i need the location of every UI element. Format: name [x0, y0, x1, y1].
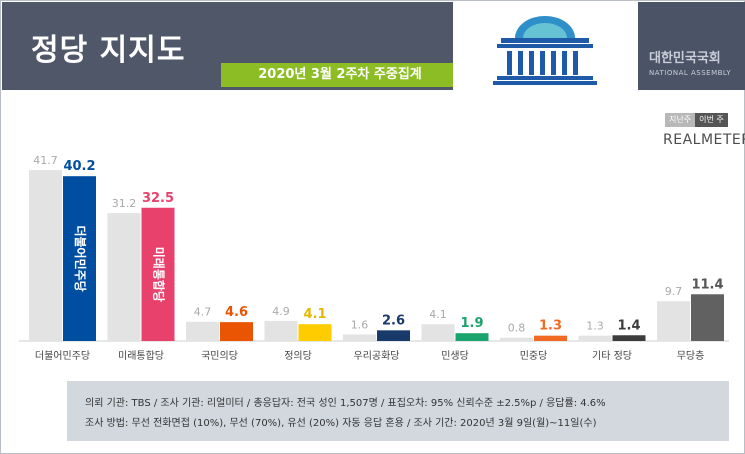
value-label-previous-week: 4.9: [272, 305, 290, 318]
value-label-previous-week: 41.7: [33, 154, 58, 167]
assembly-name-english: NATIONAL ASSEMBLY: [649, 69, 732, 77]
value-label-previous-week: 1.3: [586, 320, 604, 333]
category-label: 미래통합당: [118, 350, 164, 362]
value-label-current-week: 4.6: [225, 305, 248, 320]
category-label: 정의당: [284, 350, 312, 362]
bar-previous-week: [264, 320, 298, 341]
category-label: 민중당: [520, 350, 548, 362]
bar-current-week: [63, 176, 96, 341]
bar-previous-week: [421, 324, 455, 341]
chart-title: 정당 지지도: [31, 33, 186, 68]
bar-current-week: [141, 207, 175, 341]
legend-current-week: 이번 주: [695, 113, 728, 127]
value-label-current-week: 2.6: [382, 313, 405, 328]
bar-previous-week: [343, 334, 376, 341]
bar-previous-week: [657, 301, 690, 341]
category-label: 우리공화당: [354, 350, 400, 362]
bar-current-week: [455, 333, 489, 341]
value-label-current-week: 1.3: [539, 319, 562, 334]
value-label-current-week: 32.5: [142, 191, 174, 206]
survey-info-line-2: 조사 방법: 무선 전화면접 (10%), 무선 (70%), 유선 (20%)…: [85, 418, 597, 429]
assembly-name-korean: 대한민국국회: [649, 51, 721, 66]
value-label-current-week: 1.9: [460, 316, 483, 331]
bar-previous-week: [578, 335, 612, 341]
value-label-current-week: 4.1: [303, 307, 326, 322]
value-label-current-week: 1.4: [617, 318, 640, 333]
value-label-current-week: 11.4: [691, 277, 723, 292]
category-label: 기타 정당: [592, 350, 632, 362]
bar-current-week: [691, 294, 724, 341]
category-label: 국민의당: [201, 350, 238, 362]
value-label-previous-week: 31.2: [112, 197, 137, 210]
assembly-building-icon: [493, 16, 597, 85]
value-label-previous-week: 4.7: [194, 306, 212, 319]
value-label-previous-week: 1.6: [351, 318, 369, 331]
bar-party-name: 더불어민주당: [73, 225, 88, 291]
value-label-previous-week: 0.8: [508, 322, 526, 335]
survey-info-line-1: 의뢰 기관: TBS / 조사 기관: 리얼미터 / 총응답자: 전국 성인 1…: [85, 398, 606, 409]
value-label-previous-week: 9.7: [665, 285, 683, 298]
category-label: 더불어민주당: [35, 350, 90, 362]
brand-logo-text: REALMETER: [663, 132, 745, 148]
bar-previous-week: [29, 170, 62, 341]
assembly-building-logo: [453, 2, 638, 90]
bar-current-week: [377, 330, 410, 341]
category-label: 무당층: [677, 350, 705, 362]
bar-previous-week: [107, 213, 141, 341]
category-label: 민생당: [441, 350, 469, 362]
bar-current-week: [298, 324, 332, 341]
legend-previous-week: 지난주: [665, 113, 696, 127]
bar-previous-week: [186, 321, 219, 341]
assembly-text-panel: [638, 2, 745, 90]
bar-current-week: [534, 335, 567, 341]
survey-info-box: 의뢰 기관: TBS / 조사 기관: 리얼미터 / 총응답자: 전국 성인 1…: [67, 381, 729, 441]
value-label-current-week: 40.2: [63, 159, 95, 174]
bar-party-name: 미래통합당: [152, 247, 167, 302]
bar-current-week: [612, 335, 646, 341]
survey-week-label: 2020년 3월 2주차 주중집계: [221, 63, 459, 87]
value-label-previous-week: 4.1: [429, 308, 447, 321]
bar-previous-week: [500, 337, 533, 341]
bar-current-week: [220, 322, 253, 341]
legend: 지난주 이번 주: [665, 113, 728, 127]
